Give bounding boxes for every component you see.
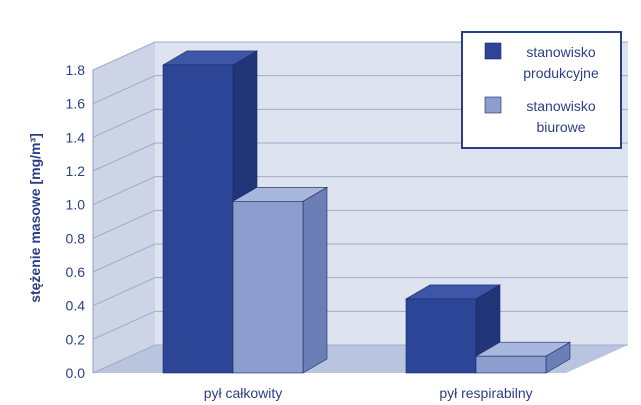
bar bbox=[231, 186, 329, 374]
y-tick-label: 0.6 bbox=[66, 264, 86, 280]
y-tick-label: 1.2 bbox=[66, 163, 86, 179]
y-tick-label: 1.6 bbox=[66, 96, 86, 112]
bar bbox=[404, 284, 502, 374]
bar bbox=[474, 341, 572, 374]
x-tick-label: pył całkowity bbox=[204, 385, 283, 401]
y-tick-label: 1.0 bbox=[66, 197, 86, 213]
y-tick-label: 0.4 bbox=[66, 298, 86, 314]
gridline bbox=[92, 243, 628, 273]
side-wall bbox=[93, 42, 155, 373]
bar-side bbox=[302, 186, 328, 374]
legend: stanowisko produkcyjne stanowisko biurowe bbox=[461, 31, 622, 149]
gridline bbox=[92, 209, 628, 239]
bar-front bbox=[405, 298, 477, 374]
bar-front bbox=[162, 64, 234, 374]
bars bbox=[161, 50, 572, 374]
y-tick-label: 0.0 bbox=[66, 365, 86, 381]
legend-swatch bbox=[484, 42, 502, 60]
bar-front bbox=[232, 201, 304, 374]
y-tick-label: 1.8 bbox=[66, 62, 86, 78]
y-tick-label: 0.8 bbox=[66, 230, 86, 246]
bar-front bbox=[475, 355, 547, 374]
y-axis-label: stężenie masowe [mg/m³] bbox=[27, 133, 43, 303]
legend-label: stanowisko bbox=[526, 44, 595, 60]
x-tick-label: pył respirabilny bbox=[439, 385, 532, 401]
gridline bbox=[92, 277, 628, 307]
legend-swatch bbox=[484, 96, 502, 114]
y-tick-label: 1.4 bbox=[66, 129, 86, 145]
y-axis-ticks: 0.0 0.2 0.4 0.6 0.8 1.0 1.2 1.4 1.6 1.8 bbox=[66, 62, 86, 381]
y-tick-label: 0.2 bbox=[66, 331, 86, 347]
legend-label: produkcyjne bbox=[523, 65, 599, 81]
legend-label: biurowe bbox=[536, 119, 585, 135]
gridline bbox=[92, 176, 628, 206]
x-axis-ticks: pył całkowity pył respirabilny bbox=[204, 385, 533, 401]
legend-label: stanowisko bbox=[526, 98, 595, 114]
